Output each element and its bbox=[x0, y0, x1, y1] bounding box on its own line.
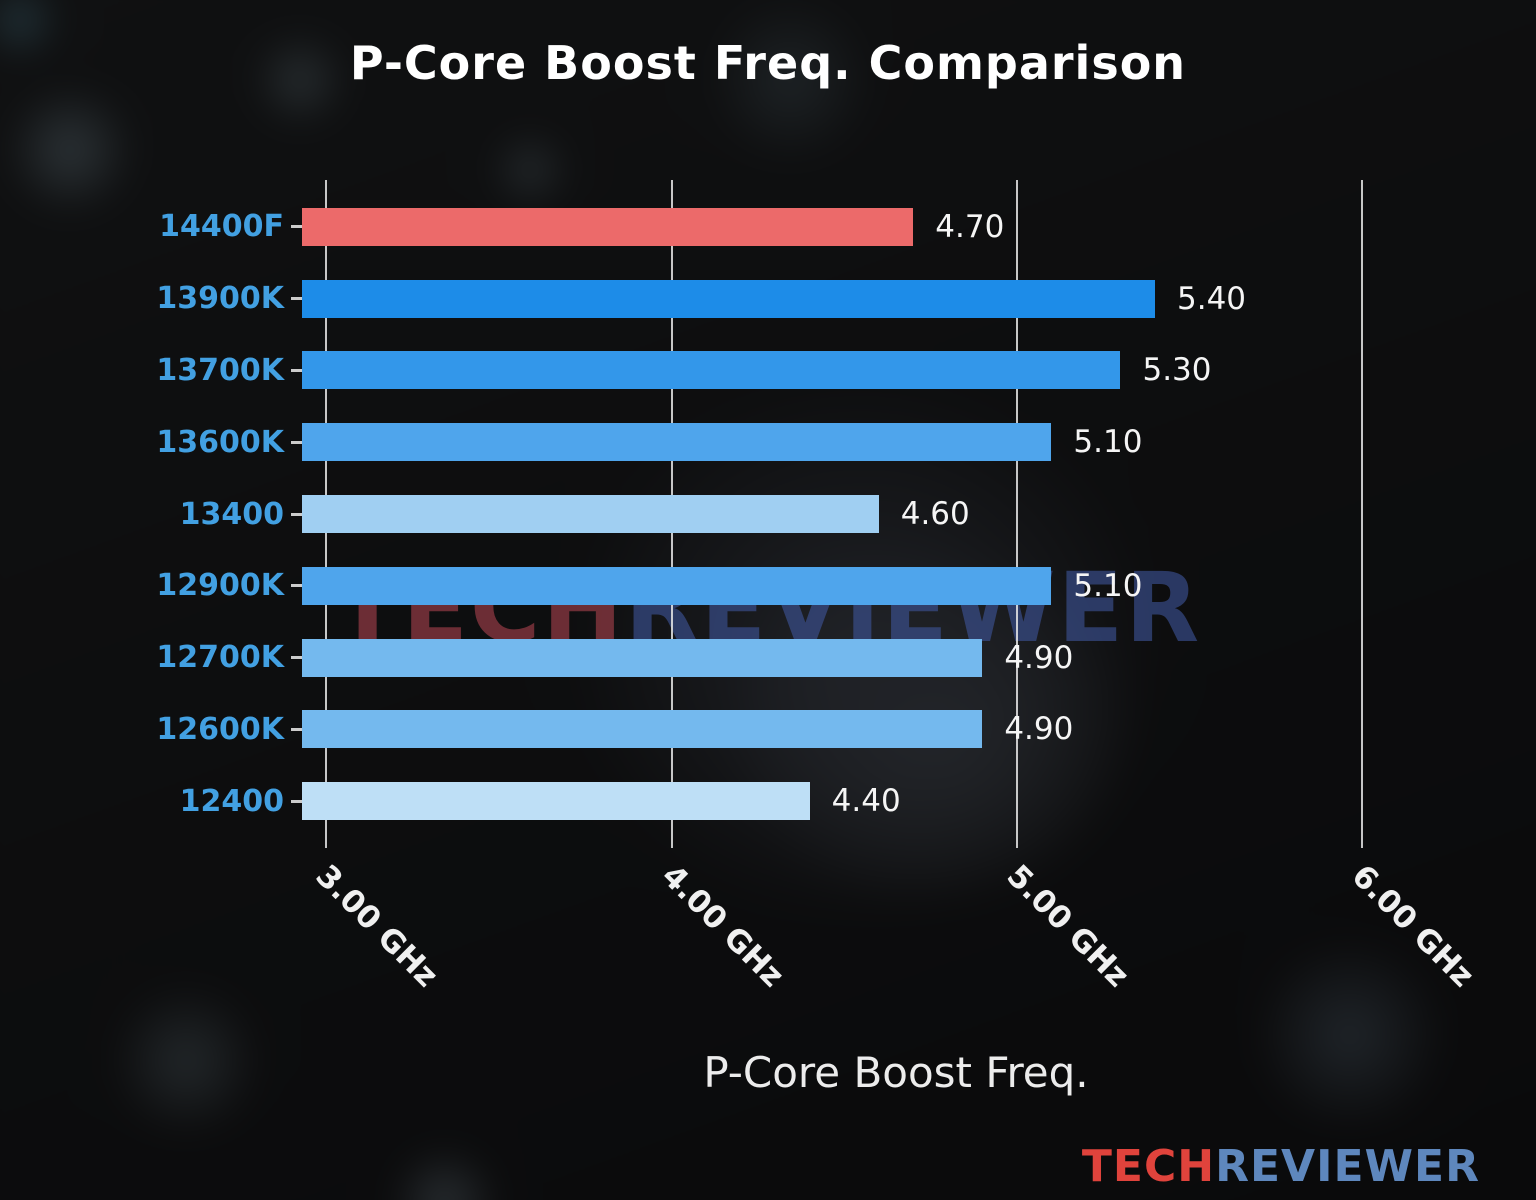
y-axis-tick bbox=[291, 656, 302, 660]
category-label: 12600K bbox=[156, 711, 284, 747]
bar-value-label: 4.60 bbox=[900, 496, 970, 533]
bar-value-label: 4.70 bbox=[935, 208, 1005, 245]
y-axis-tick bbox=[291, 297, 302, 301]
gridline bbox=[1015, 180, 1018, 848]
bar bbox=[302, 638, 983, 677]
y-axis-tick bbox=[291, 799, 302, 803]
bar-row: 13900K 5.40 bbox=[156, 263, 1490, 335]
bar bbox=[302, 782, 810, 821]
brand-logo: TECHREVIEWER bbox=[1082, 1141, 1480, 1192]
y-axis-tick bbox=[291, 584, 302, 588]
plot-area: 14400F 4.70 13900K 5.40 13700K 5.30 13600K 5.10… bbox=[156, 180, 1490, 994]
y-axis-tick bbox=[291, 512, 302, 516]
category-label: 13600K bbox=[156, 424, 284, 460]
bar-row: 13600K 5.10 bbox=[156, 406, 1490, 478]
category-label: 14400F bbox=[159, 209, 284, 245]
bar-row: 13700K 5.30 bbox=[156, 335, 1490, 407]
category-label: 12900K bbox=[156, 568, 284, 604]
bar bbox=[302, 207, 914, 246]
chart-title: P-Core Boost Freq. Comparison bbox=[349, 36, 1187, 90]
bar-row: 13400 4.60 bbox=[180, 478, 1490, 550]
bar bbox=[302, 495, 879, 534]
category-label: 12400 bbox=[179, 783, 284, 819]
bar-row: 12900K 5.10 bbox=[156, 550, 1490, 622]
bar-value-label: 5.30 bbox=[1142, 352, 1212, 389]
bar-row: 14400F 4.70 bbox=[159, 191, 1490, 263]
brand-logo-reviewer: REVIEWER bbox=[1215, 1141, 1480, 1192]
bar bbox=[302, 423, 1052, 462]
category-label: 13700K bbox=[156, 352, 284, 388]
category-label: 13900K bbox=[156, 281, 284, 317]
bar-row: 12600K 4.90 bbox=[156, 693, 1490, 765]
bar-rows: 14400F 4.70 13900K 5.40 13700K 5.30 13600K 5.10… bbox=[156, 191, 1490, 837]
y-axis-tick bbox=[291, 727, 302, 731]
bar-value-label: 5.10 bbox=[1073, 567, 1143, 604]
x-axis-label: P-Core Boost Freq. bbox=[703, 1048, 1089, 1097]
bar-value-label: 4.90 bbox=[1004, 639, 1074, 676]
y-axis-tick bbox=[291, 440, 302, 444]
bar bbox=[302, 351, 1121, 390]
bar-row: 12400 4.40 bbox=[180, 765, 1490, 837]
bar bbox=[302, 279, 1155, 318]
bar-value-label: 4.40 bbox=[831, 783, 901, 820]
category-label: 12700K bbox=[156, 640, 284, 676]
bar bbox=[302, 566, 1052, 605]
y-axis-tick bbox=[291, 368, 302, 372]
brand-logo-tech: TECH bbox=[1081, 1141, 1216, 1192]
category-label: 13400 bbox=[179, 496, 284, 532]
y-axis-tick bbox=[291, 225, 302, 229]
bar-value-label: 4.90 bbox=[1004, 711, 1074, 748]
gridline bbox=[1361, 180, 1364, 848]
bar-value-label: 5.40 bbox=[1177, 280, 1247, 317]
bar-row: 12700K 4.90 bbox=[156, 622, 1490, 694]
bar bbox=[302, 710, 983, 749]
bar-value-label: 5.10 bbox=[1073, 424, 1143, 461]
